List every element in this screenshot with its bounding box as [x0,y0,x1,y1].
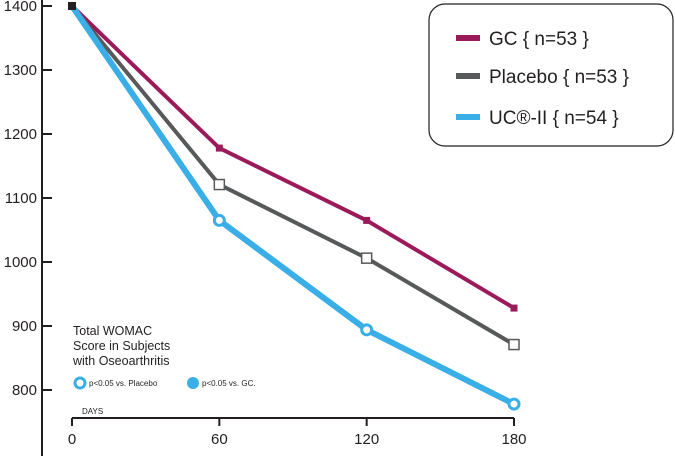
y-tick-label: 1000 [4,254,37,271]
y-tick-label: 1100 [5,190,37,207]
data-point [360,323,374,337]
data-point [508,338,520,351]
data-point [212,213,226,227]
x-axis-label: DAYS [82,407,103,416]
annotation-line-1: Total WOMAC [73,324,152,338]
series-layer [68,2,521,411]
legend: GC { n=53 } Placebo { n=53 } UC®-II { n=… [428,3,674,147]
y-tick-label: 1300 [4,62,37,79]
annotation-line-3: with Oseoarthritis [72,354,170,368]
legend-label-gc: GC { n=53 } [489,29,589,50]
legend-box [428,3,674,147]
data-point [213,178,226,191]
legend-label-placebo: Placebo { n=53 } [489,67,629,88]
key-filled-circle-icon [187,377,199,389]
legend-label-ucii: UC®-II { n=54 } [489,108,619,129]
data-point [363,216,371,224]
y-tick-label: 900 [12,318,37,335]
x-tick-label: 120 [354,431,379,448]
y-axis-ticks: 1400 1300 1200 1100 1000 900 800 [4,0,52,399]
series-line [70,4,516,310]
key-filled-label: p<0.05 vs. GC. [202,379,256,388]
y-tick-label: 800 [12,382,37,399]
key-open-circle-icon [73,376,87,390]
key-open-label: p<0.05 vs. Placebo [89,379,158,388]
series-line [70,4,516,347]
annotation: Total WOMAC Score in Subjects with Oseoa… [72,324,256,390]
y-tick-label: 1200 [4,126,37,143]
x-tick-label: 180 [501,431,526,448]
data-point [215,144,223,152]
series-line [69,4,516,407]
data-point [510,304,518,312]
annotation-line-2: Score in Subjects [73,339,170,353]
x-tick-label: 0 [68,431,76,448]
x-tick-label: 60 [211,431,228,448]
data-point [507,397,521,411]
data-point [68,2,76,10]
x-axis-ticks: 0 60 120 180 [68,418,527,448]
y-tick-label: 1400 [4,0,37,15]
data-point [360,252,373,264]
